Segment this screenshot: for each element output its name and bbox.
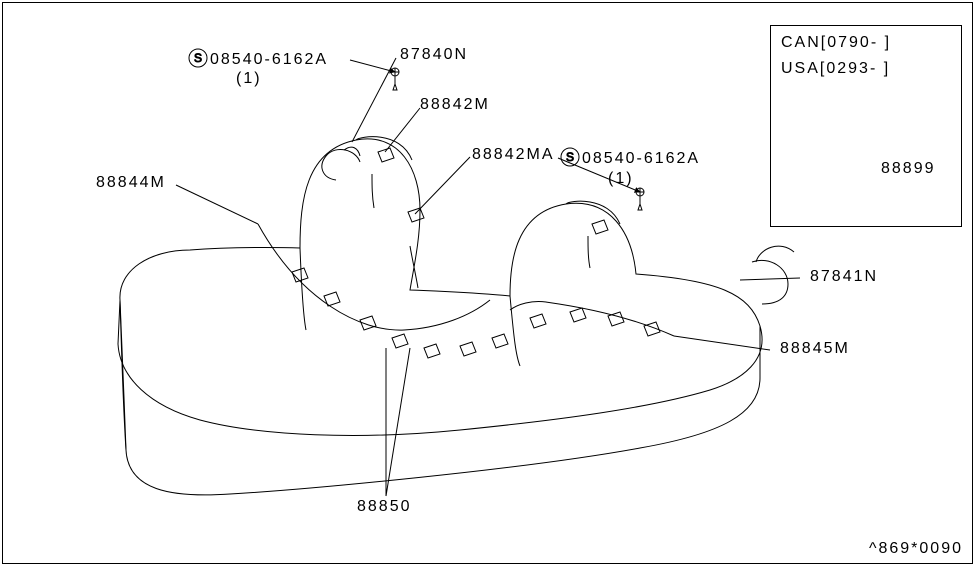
callout-S-left-sub: (1) [236,70,262,88]
callout-88850: 88850 [357,498,412,516]
callout-88845M: 88845M [780,340,850,358]
diagram-code: ^869*0090 [869,540,963,558]
callout-S-right-sub: (1) [608,170,634,188]
inset-part-label: 88899 [881,160,936,178]
callout-88844M: 88844M [96,174,166,192]
callout-87840N: 87840N [400,46,468,64]
callout-S-right: 08540-6162A [582,150,700,168]
diagram-canvas: S S CAN[0790- ] USA[0293- ] 88899 08540-6… [0,0,975,566]
callout-88842M: 88842M [420,96,490,114]
svg-text:S: S [194,51,202,65]
svg-text:S: S [566,150,574,164]
inset-box: CAN[0790- ] USA[0293- ] 88899 [770,25,962,227]
inset-line-usa: USA[0293- ] [781,60,890,78]
callout-88842MA: 88842MA [472,146,555,164]
inset-line-can: CAN[0790- ] [781,34,891,52]
callout-S-left: 08540-6162A [210,51,328,69]
callout-87841N: 87841N [810,268,878,286]
